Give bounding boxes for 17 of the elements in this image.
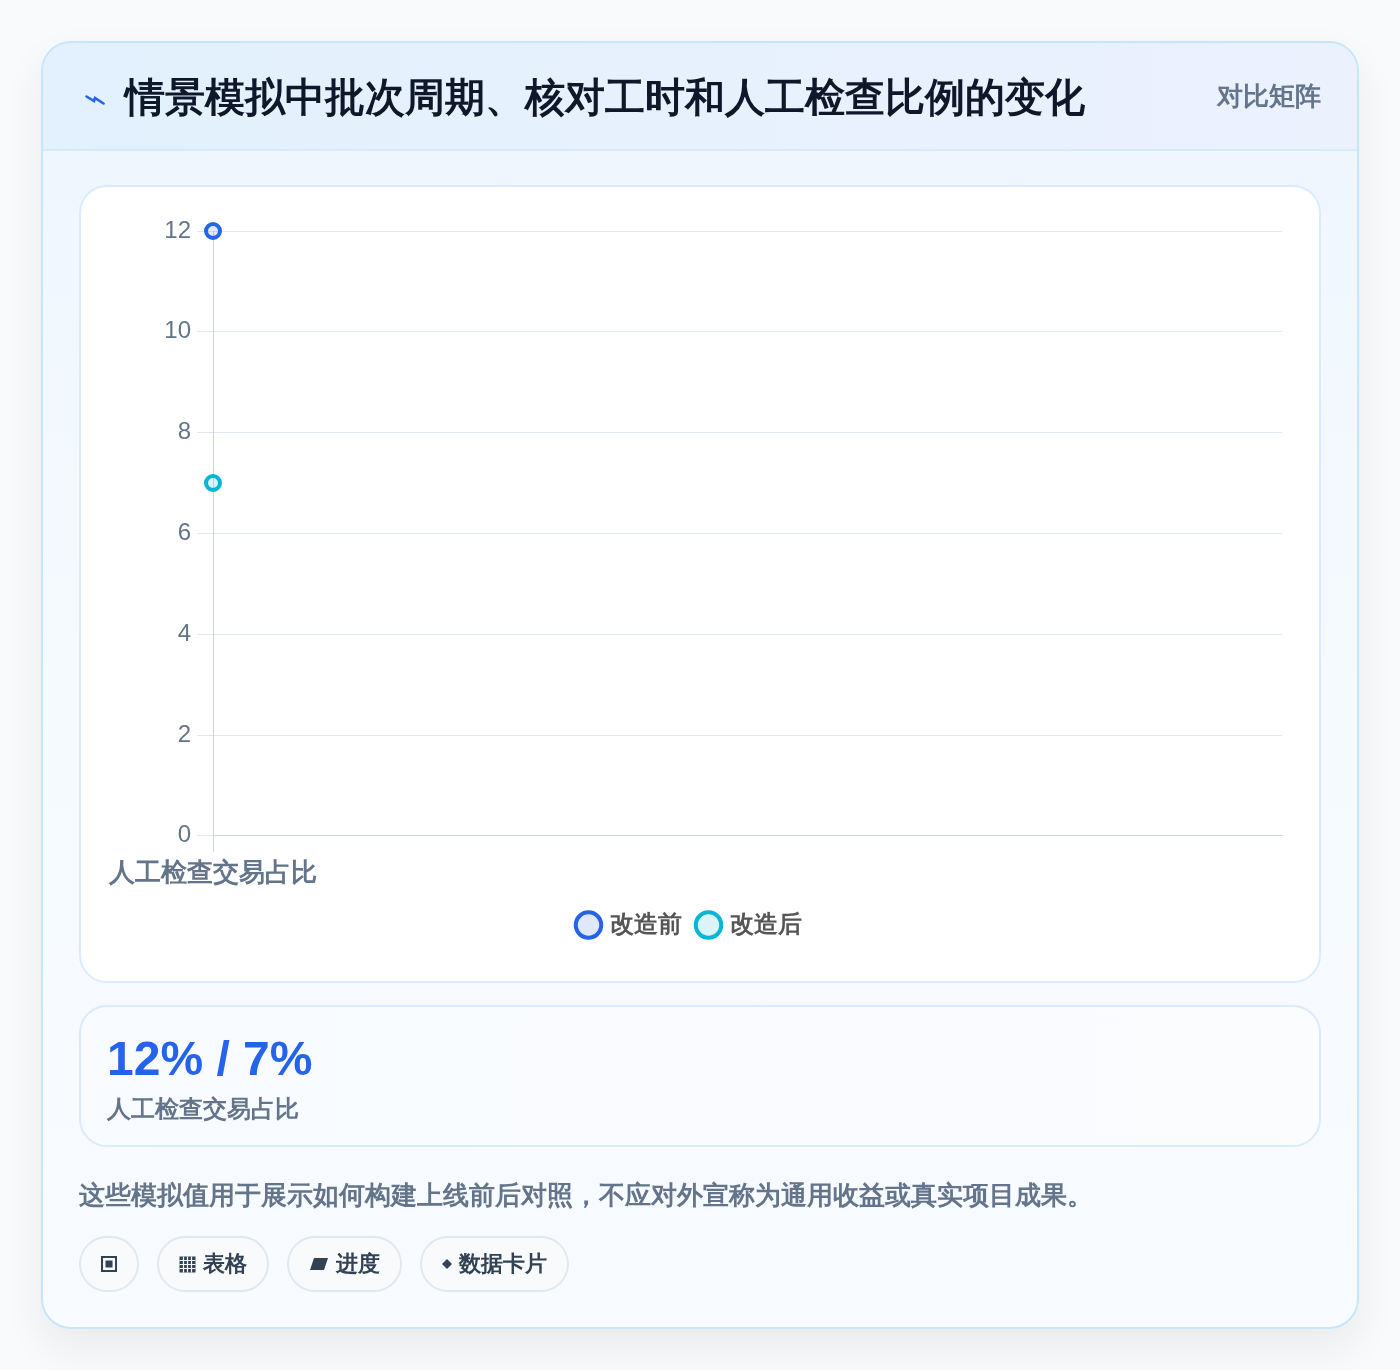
text: 对比矩阵 [1217, 80, 1321, 113]
y-tick-label: 12 [164, 215, 191, 243]
tag: 进度 [287, 1236, 402, 1292]
text: 这些模拟值用于展示如何构建上线前后对照，不应对外宣称为通用收益或真实项目成果。 [79, 1179, 1093, 1212]
y-tick-label: 2 [177, 719, 191, 747]
y-tick-label: 4 [177, 618, 191, 646]
legend-label: 改造前 [609, 909, 682, 937]
text: 情景模拟中批次周期、核对工时和人工检查比例的变化 [125, 74, 1085, 121]
y-tick-label: 0 [177, 820, 191, 848]
y-tick-label: 8 [177, 417, 191, 445]
text: 12% / 7% [107, 1031, 313, 1087]
text: 人工检查交易占比 [107, 1094, 299, 1124]
tag: 表格 [157, 1236, 269, 1292]
y-tick-label: 10 [164, 316, 191, 344]
legend-label: 改造后 [729, 909, 802, 937]
y-tick-label: 6 [177, 518, 191, 546]
tag: 数据卡片 [420, 1236, 569, 1292]
